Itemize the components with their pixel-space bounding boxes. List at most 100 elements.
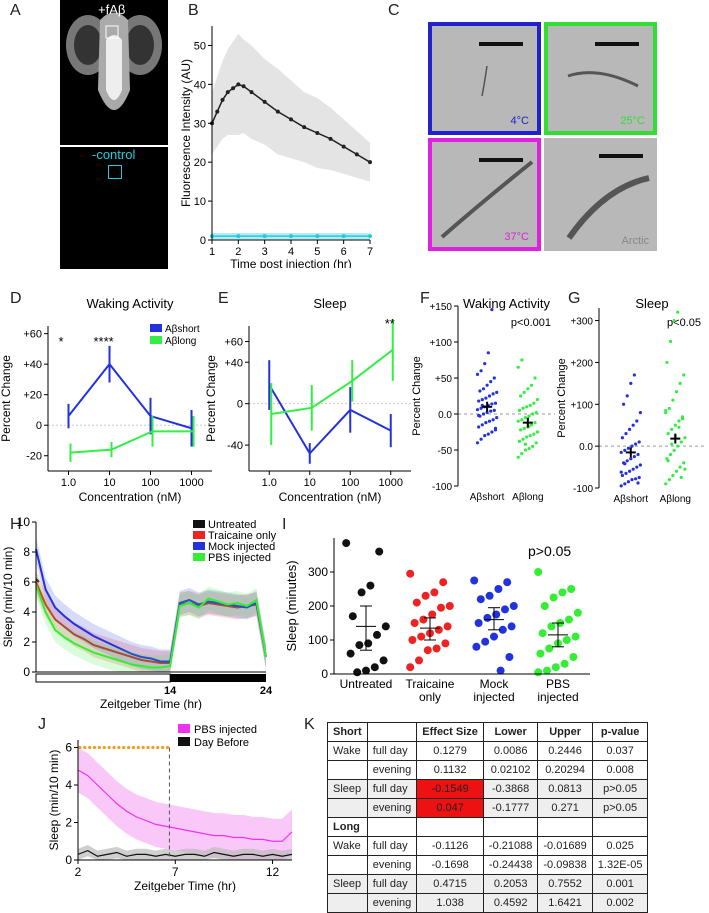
ytick-label: -50: [438, 446, 453, 457]
series-line: [35, 584, 267, 669]
data-point: [480, 423, 484, 427]
xtick-label: 12: [266, 865, 280, 879]
b-point: [341, 144, 346, 149]
data-point: [487, 419, 492, 423]
data-point: [485, 591, 494, 600]
data-point: [519, 428, 523, 432]
xtick-label: Mock: [480, 677, 510, 691]
data-point: [490, 430, 494, 434]
data-point: [636, 481, 640, 485]
data-point: [532, 432, 536, 436]
stats-cell: 1.038: [416, 893, 484, 913]
data-point: [470, 576, 479, 585]
data-point: [628, 427, 632, 431]
data-point: [670, 442, 674, 446]
stats-cell: -0.1126: [416, 836, 484, 856]
stats-row: evening 1.038 0.4592 1.6421 0.002: [327, 893, 649, 913]
stats-cell: 0.1132: [416, 760, 484, 780]
stats-cell: 0.0086: [482, 741, 539, 761]
stats-row: evening 0.1132 0.02102 0.20294 0.008: [327, 760, 649, 780]
data-point: [673, 423, 677, 427]
data-point: [619, 484, 623, 488]
significance-mark: *: [59, 334, 64, 349]
data-point: [534, 668, 543, 677]
ytick-label: 100: [308, 633, 328, 647]
data-point: [622, 402, 626, 406]
data-point: [491, 418, 495, 422]
b-point: [215, 109, 220, 114]
significance-dot: [78, 745, 82, 750]
data-point: [503, 578, 512, 587]
panel-label-f: F: [420, 290, 430, 307]
b-ylabel: Fluorescence Intensity (AU): [180, 59, 193, 207]
data-point: [439, 578, 448, 587]
xtick-label: injected: [537, 690, 578, 704]
data-point: [342, 539, 351, 548]
stats-row: evening -0.1698 -0.24438 -0.09838 1.32E-05: [327, 855, 649, 875]
ylabel: Sleep (min/10 min): [47, 750, 61, 851]
data-point: [495, 390, 499, 394]
fluorescence-image-fabeta: +fAβ: [60, 0, 168, 145]
b-point: [236, 234, 241, 239]
data-point: [664, 408, 668, 413]
xtick-label: 100: [341, 477, 359, 489]
data-point: [406, 663, 415, 672]
data-point: [481, 412, 486, 416]
chart-f: Waking Activity p<0.001 Aβshort Aβlong -100 -…: [411, 296, 555, 503]
ytick-label: +60: [23, 329, 42, 341]
ylabel: Percent Change: [411, 356, 423, 436]
legend-swatch: [193, 542, 205, 550]
stats-cell: evening: [366, 893, 418, 913]
stats-cell: -0.01689: [537, 836, 593, 856]
data-point: [362, 666, 370, 675]
series-line: [67, 362, 192, 430]
condition-label: 25°C: [620, 115, 645, 127]
xtick-label: injected: [473, 690, 514, 704]
panel-label-a: A: [10, 2, 21, 19]
legend-label: Day Before: [194, 737, 249, 749]
panel-label-g: G: [568, 290, 581, 307]
data-point: [479, 406, 483, 410]
data-point: [620, 436, 624, 440]
legend-label: Mock injected: [208, 541, 275, 553]
ytick-label: 0: [23, 665, 30, 679]
data-point: [472, 642, 481, 651]
data-point: [483, 434, 487, 438]
stats-row: Sleep full day 0.4715 0.2053 0.7552 0.001: [327, 874, 649, 894]
ytick-label: 0: [237, 399, 243, 411]
legend-swatch: [150, 336, 162, 344]
data-point: [668, 339, 673, 344]
data-point: [536, 649, 545, 658]
em-image: 25°C: [544, 22, 657, 135]
b-xtick-label: 4: [288, 246, 294, 258]
significance-dot: [136, 745, 140, 750]
data-point: [535, 430, 540, 434]
data-point: [495, 416, 499, 420]
ytick-label: 0.0: [579, 442, 593, 453]
stats-cell: 1.32E-05: [591, 855, 649, 875]
xtick-label: 2: [75, 865, 82, 879]
data-point: [477, 399, 481, 403]
data-point: [634, 442, 638, 446]
stats-header-cell: Short: [327, 722, 368, 742]
series-line: [268, 384, 392, 456]
data-point: [625, 459, 629, 463]
series-line: [77, 849, 293, 857]
data-point: [638, 463, 642, 467]
larva-brain-drawing: [66, 12, 162, 110]
stats-cell: evening: [366, 798, 418, 818]
data-point: [522, 390, 526, 394]
data-point: [678, 465, 682, 469]
b-ytick-label: 10: [194, 196, 206, 208]
data-point: [529, 423, 534, 427]
chart-g: Sleep p<0.05 Aβshort Aβlong -100 0.0 +100 +200 +…: [556, 296, 705, 505]
chart-title: Waking Activity: [463, 296, 550, 311]
chart-title: Waking Activity: [87, 296, 174, 311]
xtick-label: Traicaine: [406, 677, 455, 691]
stat-label: p>0.05: [528, 543, 571, 559]
b-point: [315, 131, 320, 135]
stats-cell: Sleep: [327, 779, 368, 799]
ytick-label: +40: [23, 359, 42, 371]
data-point: [357, 588, 366, 597]
ytick-label: 8: [23, 545, 30, 559]
